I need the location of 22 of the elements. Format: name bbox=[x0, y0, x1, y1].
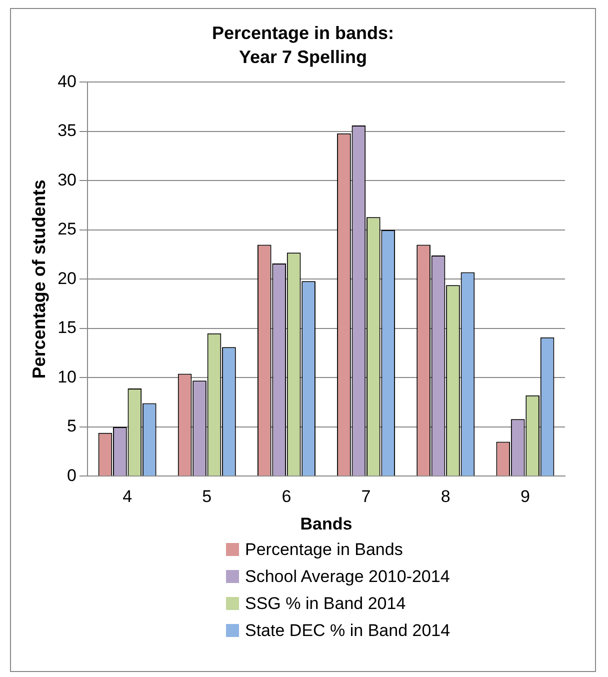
chart-title: Percentage in bands: Year 7 Spelling bbox=[210, 22, 396, 69]
legend-label: SSG % in Band 2014 bbox=[245, 594, 406, 614]
legend-label: State DEC % in Band 2014 bbox=[245, 620, 450, 640]
legend-label: Percentage in Bands bbox=[245, 540, 403, 560]
y-tick-label: 35 bbox=[58, 121, 77, 140]
x-tick-label: 6 bbox=[282, 487, 292, 506]
y-tick-label: 5 bbox=[67, 416, 77, 436]
y-tick-label: 25 bbox=[58, 220, 77, 239]
y-tick-label: 15 bbox=[58, 318, 77, 338]
x-tick-label: 4 bbox=[122, 487, 132, 506]
y-tick-label: 40 bbox=[58, 72, 77, 91]
x-tick-label: 8 bbox=[440, 487, 450, 506]
y-tick-label: 30 bbox=[58, 170, 77, 190]
y-tick-label: 20 bbox=[58, 268, 77, 288]
x-axis-title: Bands bbox=[300, 514, 352, 534]
legend-label: School Average 2010-2014 bbox=[245, 566, 450, 586]
y-axis-title: Percentage of students bbox=[28, 180, 49, 379]
x-tick-label: 5 bbox=[202, 487, 212, 506]
x-tick-label: 9 bbox=[520, 487, 530, 506]
y-tick-label: 10 bbox=[58, 367, 77, 386]
y-tick-label: 0 bbox=[67, 466, 77, 485]
x-tick-label: 7 bbox=[361, 487, 371, 506]
